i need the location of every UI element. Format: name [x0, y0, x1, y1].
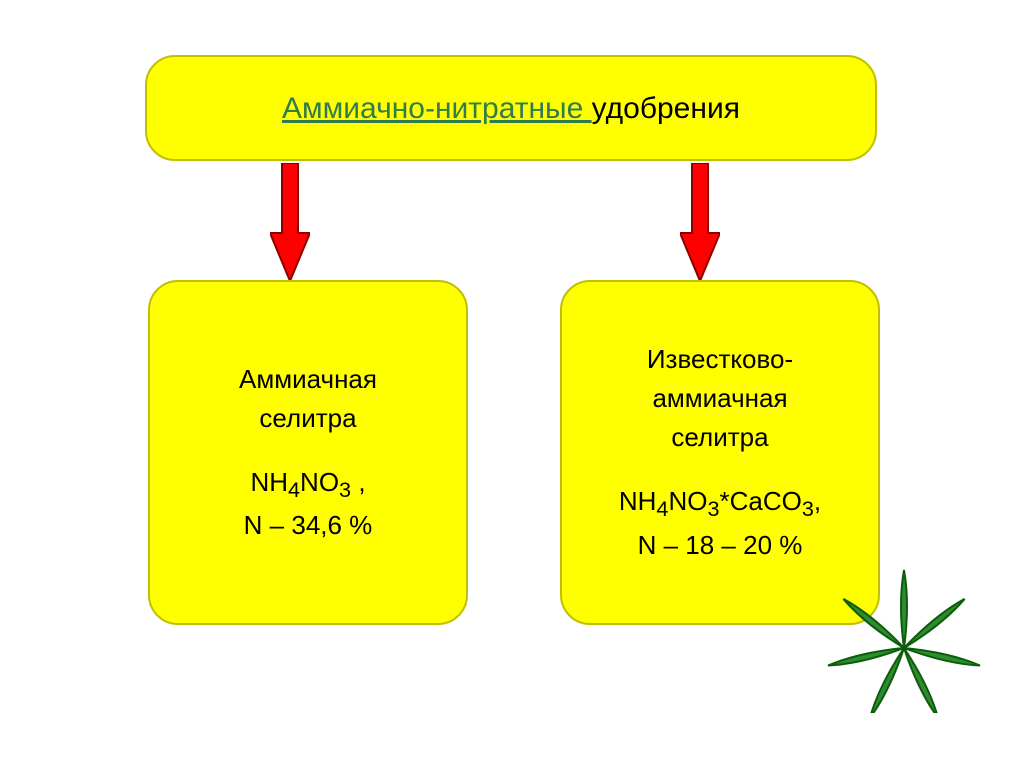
- arrow-left: [270, 163, 310, 281]
- left-name-line2: селитра: [239, 399, 377, 438]
- title-link-part: Аммиачно-нитратные: [282, 92, 592, 125]
- left-name-line1: Аммиачная: [239, 360, 377, 399]
- top-title: Аммиачно-нитратные удобрения: [282, 86, 740, 131]
- left-item-box: Аммиачная селитра NH4NO3 , N – 34,6 %: [148, 280, 468, 625]
- arrow-right: [680, 163, 720, 281]
- right-name-line1: Известково-: [647, 340, 793, 379]
- leaf-icon: [819, 563, 989, 713]
- title-rest-part: удобрения: [592, 92, 740, 125]
- left-formula: NH4NO3 ,: [250, 463, 365, 507]
- right-name-line3: селитра: [647, 418, 793, 457]
- right-percent: N – 18 – 20 %: [638, 526, 803, 565]
- top-category-box: Аммиачно-нитратные удобрения: [145, 55, 877, 161]
- left-percent: N – 34,6 %: [244, 506, 373, 545]
- right-formula: NH4NO3*CaCO3,: [619, 482, 821, 526]
- right-name: Известково- аммиачная селитра: [647, 340, 793, 457]
- left-name: Аммиачная селитра: [239, 360, 377, 438]
- right-name-line2: аммиачная: [647, 379, 793, 418]
